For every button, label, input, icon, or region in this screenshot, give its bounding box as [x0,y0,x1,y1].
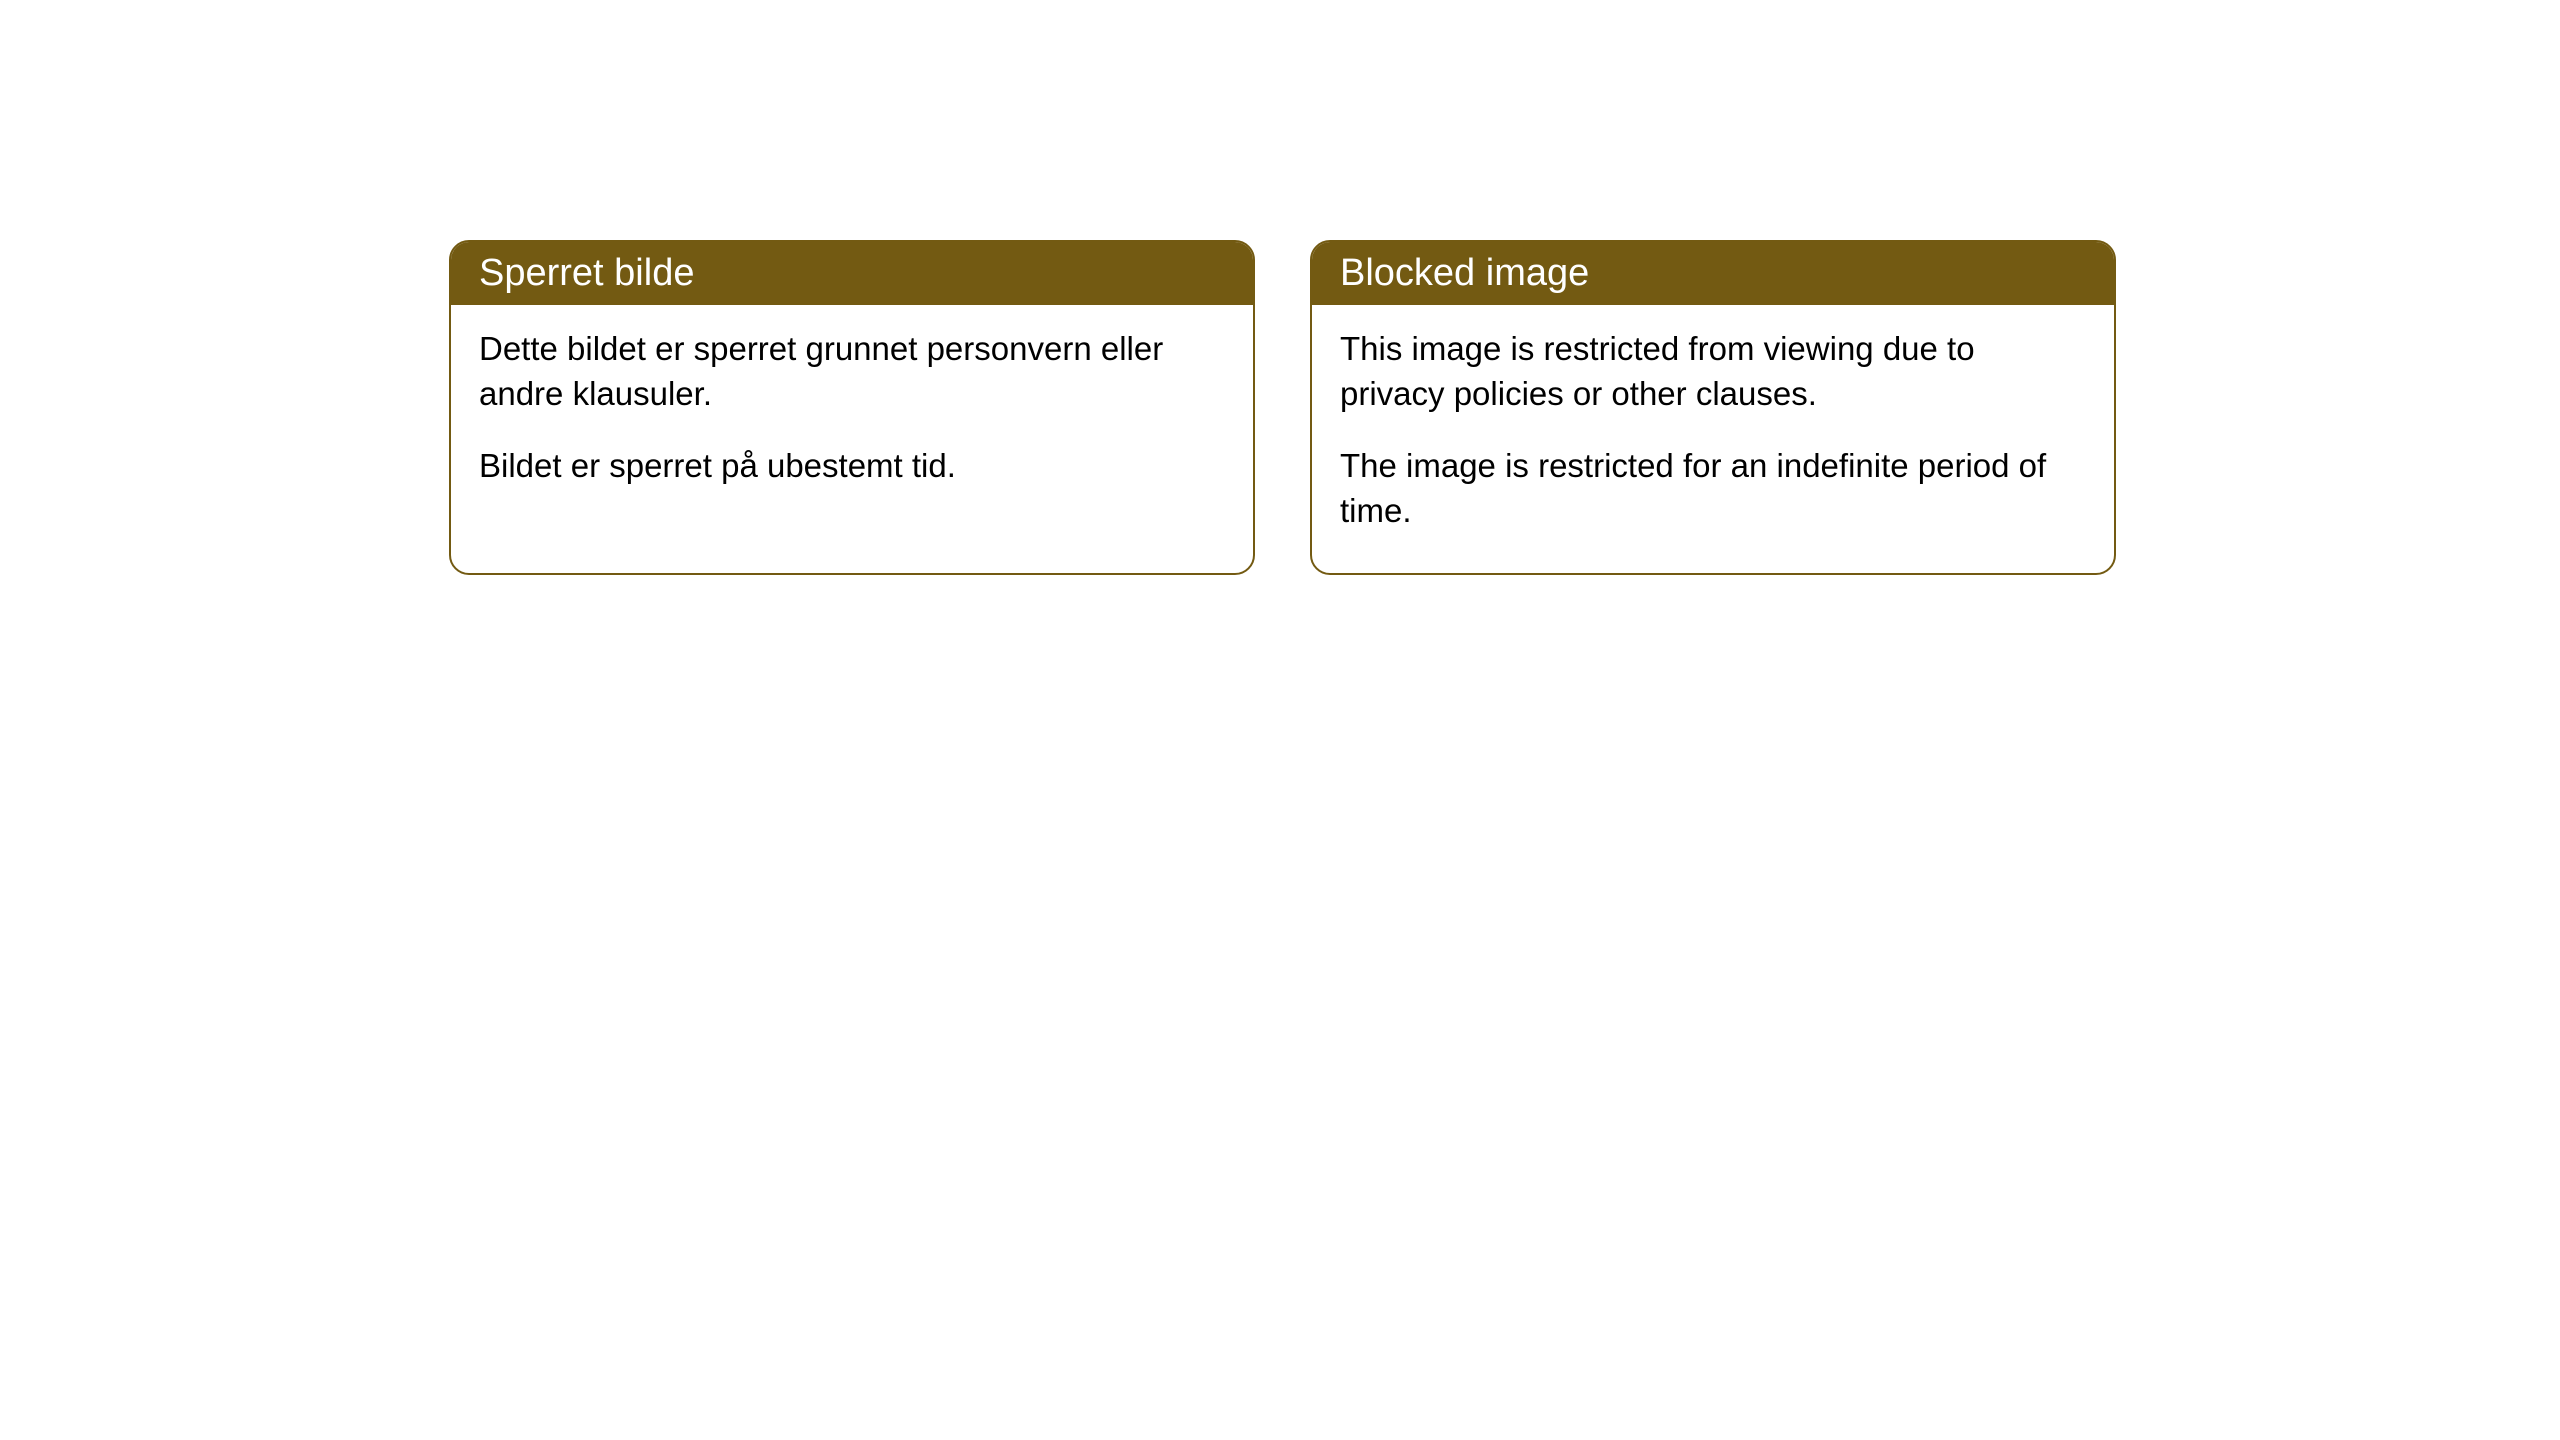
card-title: Sperret bilde [479,252,694,294]
card-paragraph: Bildet er sperret på ubestemt tid. [479,444,1225,489]
card-header-english: Blocked image [1312,242,2114,305]
notice-cards-container: Sperret bilde Dette bildet er sperret gr… [449,240,2116,575]
notice-card-norwegian: Sperret bilde Dette bildet er sperret gr… [449,240,1255,575]
card-header-norwegian: Sperret bilde [451,242,1253,305]
card-paragraph: The image is restricted for an indefinit… [1340,444,2086,533]
notice-card-english: Blocked image This image is restricted f… [1310,240,2116,575]
card-title: Blocked image [1340,252,1589,294]
card-paragraph: This image is restricted from viewing du… [1340,327,2086,416]
card-body-norwegian: Dette bildet er sperret grunnet personve… [451,305,1253,529]
card-body-english: This image is restricted from viewing du… [1312,305,2114,573]
card-paragraph: Dette bildet er sperret grunnet personve… [479,327,1225,416]
